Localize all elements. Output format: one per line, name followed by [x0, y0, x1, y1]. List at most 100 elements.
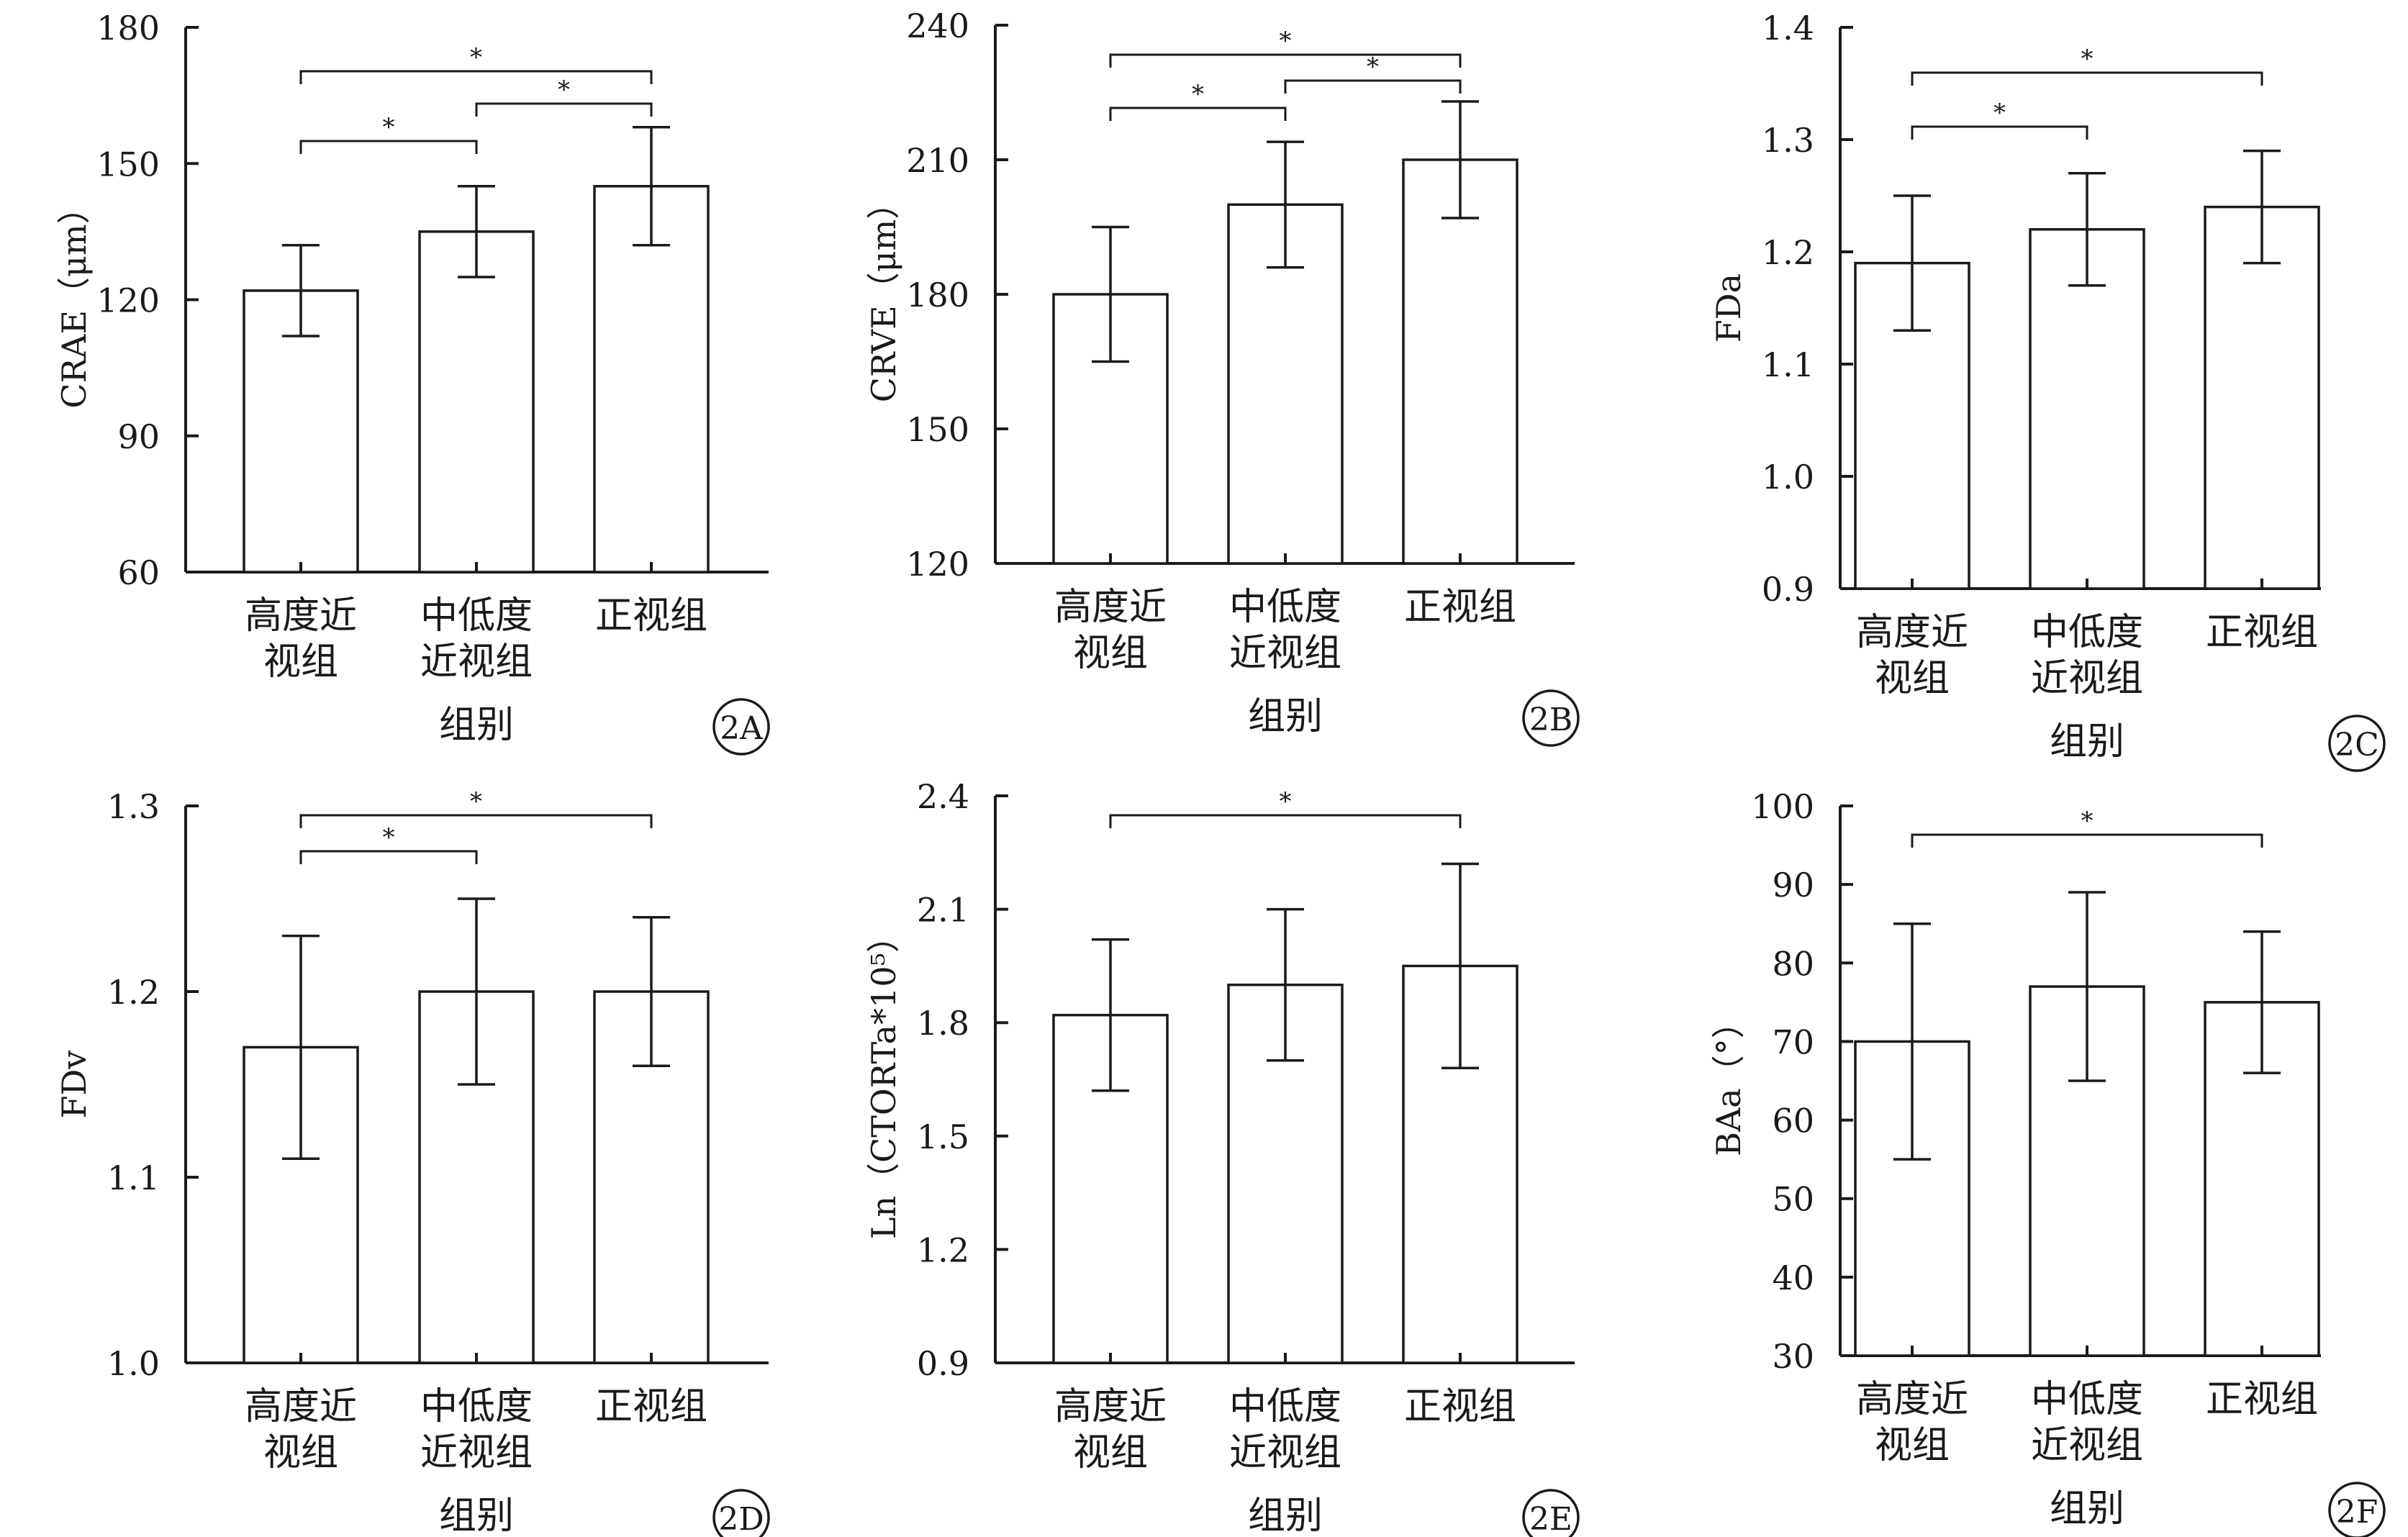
significance-bracket	[1284, 79, 1462, 94]
y-tick-label: 1.1	[107, 1159, 160, 1197]
x-tick-label: 正视组	[595, 594, 707, 638]
y-tick-label: 100	[1751, 787, 1814, 826]
x-axis-label: 组别	[2050, 1487, 2124, 1531]
y-tick-label: 150	[96, 145, 160, 183]
panel-badge-circle	[712, 698, 770, 756]
significance-bracket	[1109, 53, 1462, 68]
y-tick-label: 1.8	[917, 1004, 969, 1043]
bar	[1854, 261, 1970, 590]
significance-star: *	[1192, 80, 1204, 109]
y-tick-label: 1.2	[917, 1230, 969, 1269]
bar	[1402, 158, 1518, 565]
significance-star: *	[1280, 27, 1292, 55]
x-axis-label: 组别	[1248, 1495, 1323, 1537]
y-axis-label: BAa（°）	[1709, 1005, 1748, 1156]
y-tick-label: 120	[96, 281, 160, 320]
significance-star: *	[1367, 53, 1379, 81]
bar	[2029, 228, 2145, 590]
panel-badge-circle	[2328, 1482, 2386, 1537]
x-axis-label: 组别	[1248, 695, 1323, 738]
significance-star: *	[470, 787, 482, 816]
x-tick-label: 视组	[1073, 632, 1148, 675]
x-tick-label: 视组	[1073, 1431, 1148, 1474]
x-tick-label: 视组	[263, 640, 338, 684]
significance-bracket	[1911, 125, 2088, 140]
y-tick-label: 90	[1772, 866, 1814, 904]
panel-badge-circle	[1522, 689, 1580, 747]
y-tick-label: 2.1	[917, 891, 969, 930]
significance-bracket	[299, 140, 478, 154]
x-axis-label: 组别	[439, 704, 514, 747]
y-tick-label: 90	[117, 417, 160, 456]
x-axis-label: 组别	[439, 1495, 514, 1537]
significance-bracket	[299, 814, 653, 828]
y-tick-label: 70	[1772, 1023, 1814, 1061]
significance-bracket	[475, 102, 653, 117]
y-tick-label: 180	[96, 9, 160, 47]
y-tick-label: 60	[1772, 1102, 1814, 1141]
y-tick-label: 210	[906, 141, 969, 180]
x-tick-label: 近视组	[420, 640, 533, 684]
x-tick-label: 中低度	[1229, 1385, 1341, 1428]
significance-bracket	[1109, 106, 1287, 121]
x-tick-label: 近视组	[1229, 632, 1341, 675]
significance-bracket	[1911, 833, 2263, 848]
significance-bracket	[299, 850, 478, 864]
significance-star: *	[383, 113, 395, 142]
y-tick-label: 1.1	[1762, 345, 1814, 384]
x-tick-label: 高度近	[1054, 1385, 1167, 1428]
significance-bracket	[1109, 814, 1462, 828]
x-tick-label: 中低度	[2031, 1378, 2143, 1421]
x-axis-label: 组别	[2050, 720, 2124, 763]
x-tick-label: 正视组	[1404, 1385, 1516, 1428]
y-axis-label: Ln（CTORTa*10⁵）	[864, 920, 903, 1239]
x-tick-label: 高度近	[1856, 611, 1968, 654]
significance-star: *	[1993, 99, 2006, 127]
y-tick-label: 150	[906, 410, 969, 449]
panel-badge-circle	[2328, 715, 2386, 772]
y-axis-label: CRAE（μm）	[55, 191, 94, 408]
y-tick-label: 50	[1772, 1180, 1814, 1219]
x-tick-label: 中低度	[420, 594, 533, 638]
significance-star: *	[470, 43, 482, 72]
x-tick-label: 正视组	[595, 1385, 707, 1428]
y-tick-label: 1.4	[1762, 9, 1814, 47]
x-tick-label: 近视组	[420, 1431, 533, 1474]
panel-badge-label: 2A	[720, 710, 764, 747]
y-tick-label: 120	[906, 545, 969, 584]
y-tick-label: 1.3	[107, 787, 160, 826]
significance-star: *	[2081, 807, 2094, 835]
significance-star: *	[383, 823, 395, 852]
x-tick-label: 高度近	[1856, 1378, 1968, 1421]
x-tick-label: 中低度	[2031, 611, 2143, 654]
significance-star: *	[558, 76, 570, 104]
y-axis-label: FDa	[1709, 273, 1748, 343]
x-tick-label: 视组	[263, 1431, 338, 1474]
x-tick-label: 近视组	[2031, 657, 2143, 700]
x-tick-label: 视组	[1875, 1424, 1950, 1467]
x-tick-label: 视组	[1875, 657, 1950, 700]
x-tick-label: 近视组	[2031, 1424, 2143, 1467]
x-tick-label: 中低度	[1229, 586, 1341, 629]
y-tick-label: 60	[117, 553, 160, 592]
panel-badge-label: 2B	[1529, 702, 1572, 738]
y-axis-label: FDv	[55, 1051, 94, 1119]
significance-star: *	[2081, 45, 2094, 73]
y-tick-label: 0.9	[1762, 570, 1814, 609]
panel-badge-label: 2F	[2336, 1494, 2378, 1531]
x-tick-label: 高度近	[245, 594, 357, 638]
significance-star: *	[1280, 787, 1292, 816]
bar	[418, 230, 535, 573]
x-tick-label: 正视组	[1404, 586, 1516, 629]
y-tick-label: 0.9	[917, 1344, 969, 1383]
y-tick-label: 2.4	[917, 777, 969, 816]
y-tick-label: 40	[1772, 1259, 1814, 1297]
y-axis-label: CRVE（μm）	[864, 186, 903, 403]
y-tick-label: 240	[906, 6, 969, 45]
significance-bracket	[1911, 71, 2263, 86]
y-tick-label: 1.3	[1762, 121, 1814, 160]
